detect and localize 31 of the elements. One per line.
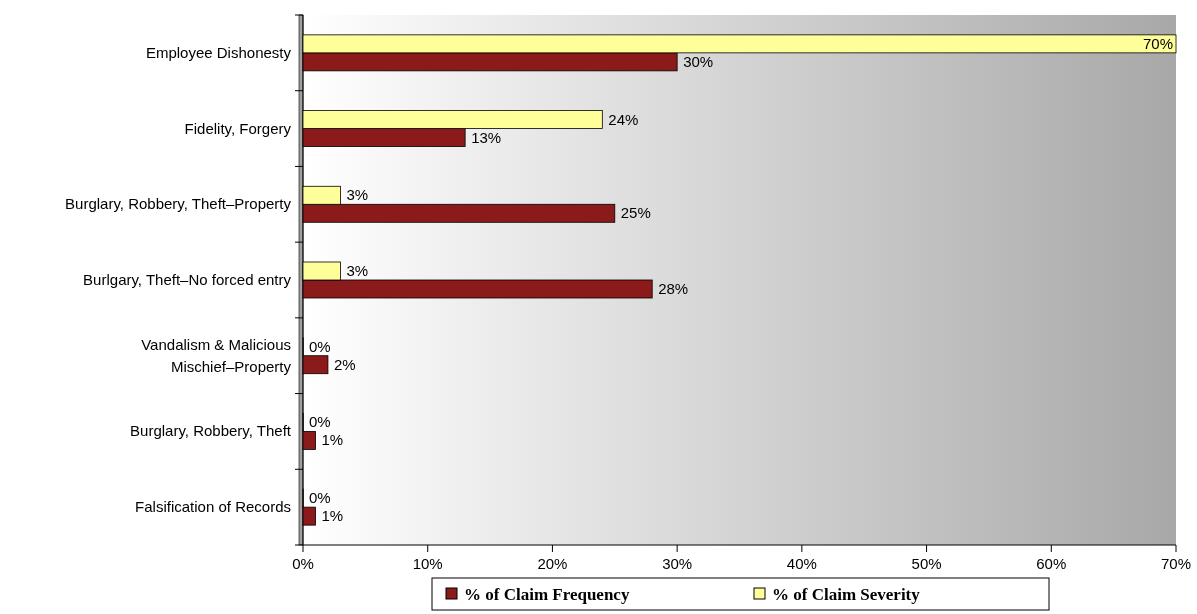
data-label: 13% [471, 128, 502, 146]
legend-label: % of Claim Severity [772, 585, 921, 604]
y-tick-label: Burglary, Robbery, Theft [130, 422, 292, 440]
x-tick-label: 70% [1160, 555, 1192, 572]
x-tick-label: 10% [412, 555, 443, 572]
data-label: 3% [346, 186, 369, 204]
y-tick-label: Burglary, Robbery, Theft–Property [65, 195, 292, 213]
y-tick-label: Fidelity, Forgery [184, 119, 292, 137]
x-tick-label: 40% [786, 555, 817, 572]
data-label: 0% [309, 337, 331, 355]
x-tick-label: 0% [292, 555, 314, 572]
data-label: 28% [658, 280, 689, 297]
x-tick-label: 60% [1036, 555, 1067, 572]
x-tick-label: 50% [911, 555, 942, 572]
data-label: 25% [620, 204, 651, 222]
data-label: 30% [683, 52, 714, 70]
data-label: 1% [321, 431, 344, 449]
x-tick-label: 20% [537, 555, 568, 572]
y-tick-label: Employee Dishonesty [145, 43, 292, 61]
data-label: 2% [333, 355, 356, 373]
legend-label: % of Claim Frequency [464, 585, 630, 604]
data-label: 24% [608, 110, 639, 128]
data-label: 0% [309, 413, 331, 431]
data-label: 1% [321, 507, 344, 525]
x-tick-label: 30% [662, 555, 693, 572]
data-label: 0% [309, 489, 331, 507]
data-label: 70% [1142, 34, 1173, 52]
y-tick-label: Falsification of Records [135, 498, 291, 516]
y-tick-label: Vandalism & Malicious Mischief–Property [141, 335, 292, 375]
data-label: 3% [346, 262, 369, 279]
y-tick-label: Burlgary, Theft–No forced entry [83, 271, 292, 288]
